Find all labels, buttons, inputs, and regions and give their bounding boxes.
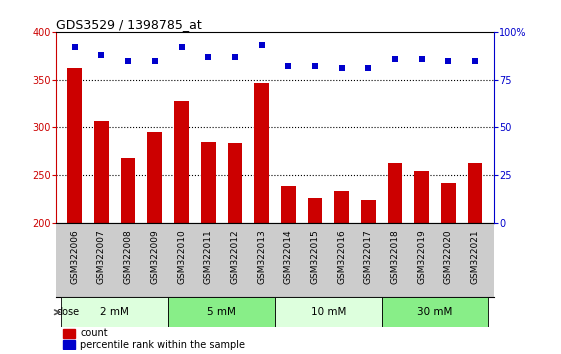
- Bar: [168, 297, 275, 327]
- Text: GSM322018: GSM322018: [390, 229, 399, 284]
- Text: GSM322016: GSM322016: [337, 229, 346, 284]
- Text: GSM322013: GSM322013: [257, 229, 266, 284]
- Point: [444, 58, 453, 63]
- Text: GSM322021: GSM322021: [471, 229, 480, 284]
- Bar: [174, 101, 189, 223]
- Text: GSM322008: GSM322008: [123, 229, 132, 284]
- Text: GSM322017: GSM322017: [364, 229, 373, 284]
- Text: GSM322010: GSM322010: [177, 229, 186, 284]
- Text: GSM322020: GSM322020: [444, 229, 453, 284]
- Bar: [381, 297, 488, 327]
- Point: [177, 44, 186, 50]
- Bar: [468, 163, 482, 223]
- Bar: [63, 329, 75, 338]
- Text: GSM322012: GSM322012: [231, 229, 240, 284]
- Text: percentile rank within the sample: percentile rank within the sample: [80, 340, 245, 350]
- Bar: [67, 68, 82, 223]
- Bar: [148, 132, 162, 223]
- Bar: [441, 183, 456, 223]
- Bar: [388, 163, 402, 223]
- Text: GSM322006: GSM322006: [70, 229, 79, 284]
- Text: GSM322014: GSM322014: [284, 229, 293, 284]
- Bar: [307, 198, 322, 223]
- Bar: [63, 341, 75, 349]
- Bar: [94, 121, 109, 223]
- Bar: [62, 297, 168, 327]
- Text: dose: dose: [56, 307, 80, 317]
- Point: [150, 58, 159, 63]
- Point: [97, 52, 106, 58]
- Point: [417, 56, 426, 62]
- Point: [284, 63, 293, 69]
- Bar: [254, 82, 269, 223]
- Bar: [361, 200, 376, 223]
- Text: 2 mM: 2 mM: [100, 307, 129, 317]
- Bar: [334, 192, 349, 223]
- Point: [123, 58, 132, 63]
- Bar: [275, 297, 381, 327]
- Text: GSM322019: GSM322019: [417, 229, 426, 284]
- Bar: [201, 142, 215, 223]
- Text: 10 mM: 10 mM: [311, 307, 346, 317]
- Point: [337, 65, 346, 71]
- Text: GDS3529 / 1398785_at: GDS3529 / 1398785_at: [56, 18, 202, 31]
- Point: [364, 65, 373, 71]
- Text: count: count: [80, 328, 108, 338]
- Text: GSM322011: GSM322011: [204, 229, 213, 284]
- Point: [231, 54, 240, 59]
- Text: GSM322015: GSM322015: [310, 229, 319, 284]
- Text: GSM322009: GSM322009: [150, 229, 159, 284]
- Point: [257, 42, 266, 48]
- Bar: [228, 143, 242, 223]
- Text: 30 mM: 30 mM: [417, 307, 453, 317]
- Point: [310, 63, 319, 69]
- Point: [204, 54, 213, 59]
- Bar: [281, 186, 296, 223]
- Bar: [121, 158, 135, 223]
- Point: [471, 58, 480, 63]
- Bar: [415, 171, 429, 223]
- Text: GSM322007: GSM322007: [97, 229, 106, 284]
- Text: 5 mM: 5 mM: [207, 307, 236, 317]
- Point: [390, 56, 399, 62]
- Point: [70, 44, 79, 50]
